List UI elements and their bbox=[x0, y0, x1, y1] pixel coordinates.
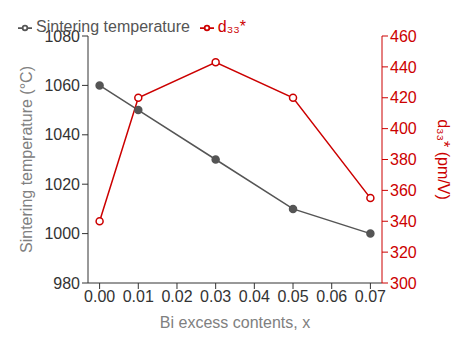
svg-text:1000: 1000 bbox=[44, 225, 80, 242]
svg-text:440: 440 bbox=[390, 59, 417, 76]
svg-text:Bi excess contents, x: Bi excess contents, x bbox=[160, 314, 310, 331]
svg-text:0.02: 0.02 bbox=[161, 288, 192, 305]
svg-text:Sintering temperature (°C): Sintering temperature (°C) bbox=[18, 66, 35, 253]
svg-text:460: 460 bbox=[390, 28, 417, 45]
svg-text:340: 340 bbox=[390, 213, 417, 230]
svg-text:420: 420 bbox=[390, 89, 417, 106]
svg-text:d₃₃* (pm/V): d₃₃* (pm/V) bbox=[435, 119, 452, 200]
svg-text:0.04: 0.04 bbox=[239, 288, 270, 305]
svg-text:300: 300 bbox=[390, 275, 417, 292]
svg-text:980: 980 bbox=[53, 275, 80, 292]
svg-text:0.00: 0.00 bbox=[84, 288, 115, 305]
svg-text:380: 380 bbox=[390, 151, 417, 168]
svg-text:0.01: 0.01 bbox=[123, 288, 154, 305]
svg-text:400: 400 bbox=[390, 120, 417, 137]
svg-text:1080: 1080 bbox=[44, 28, 80, 45]
svg-text:1060: 1060 bbox=[44, 77, 80, 94]
svg-text:320: 320 bbox=[390, 244, 417, 261]
svg-text:0.03: 0.03 bbox=[200, 288, 231, 305]
svg-text:1020: 1020 bbox=[44, 176, 80, 193]
svg-text:0.06: 0.06 bbox=[316, 288, 347, 305]
svg-text:1040: 1040 bbox=[44, 126, 80, 143]
svg-text:0.05: 0.05 bbox=[277, 288, 308, 305]
svg-text:360: 360 bbox=[390, 182, 417, 199]
svg-text:0.07: 0.07 bbox=[355, 288, 386, 305]
